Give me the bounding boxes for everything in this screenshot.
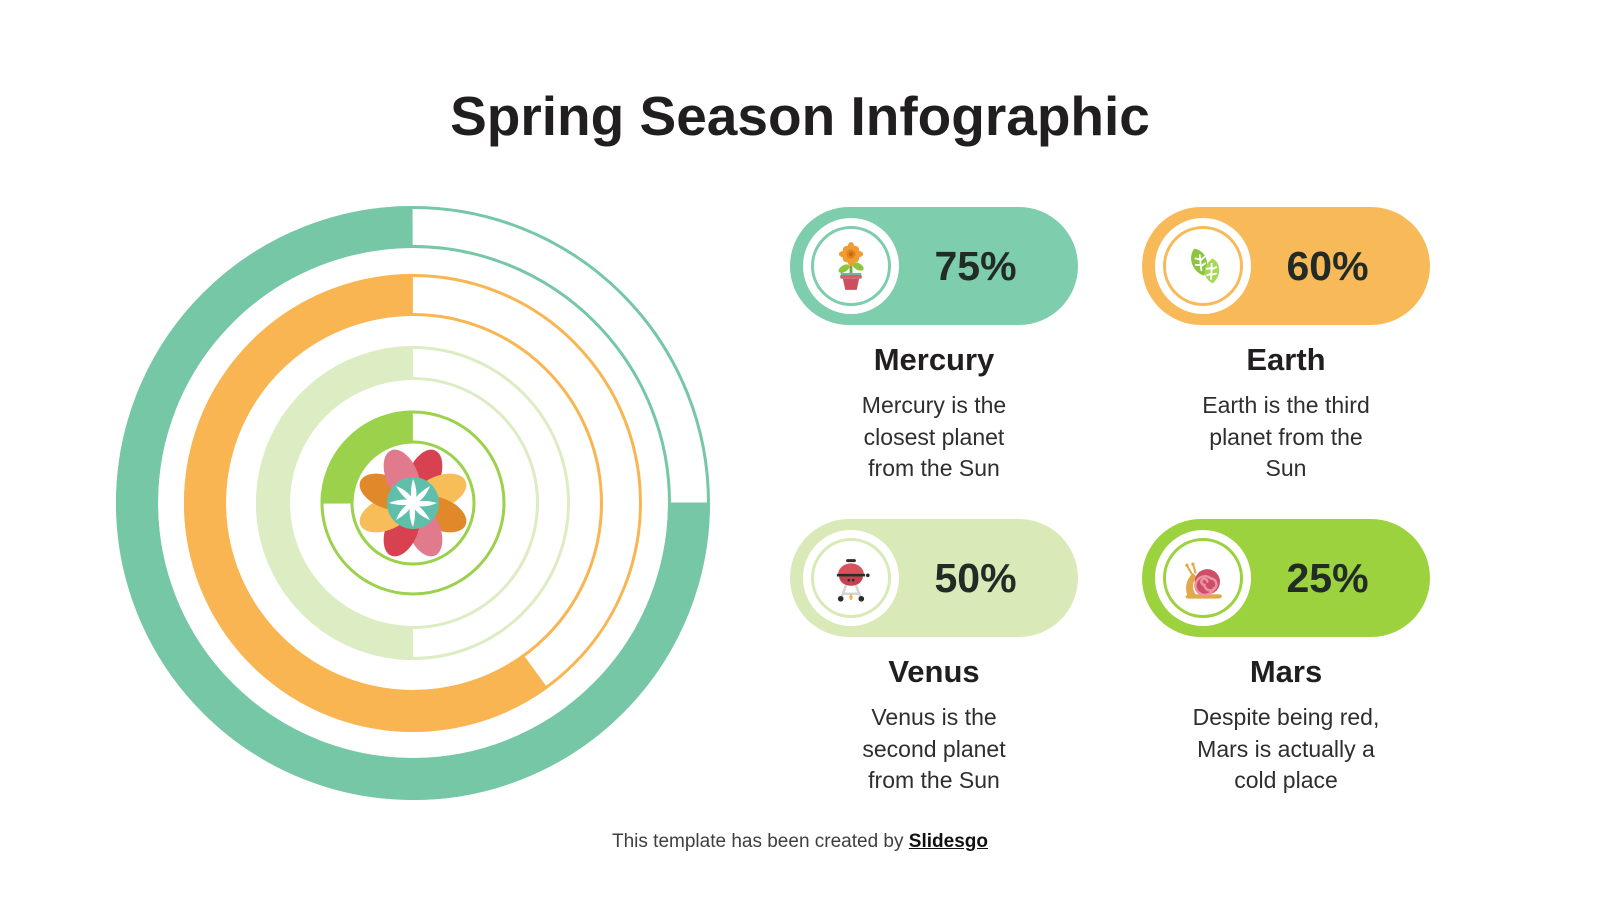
percent-value: 50% — [934, 554, 1017, 601]
stat-pill: 25% — [1142, 519, 1430, 637]
card-title: Mercury — [873, 342, 995, 377]
rings-chart — [103, 193, 723, 813]
card-title: Earth — [1246, 342, 1326, 377]
footer-credit: This template has been created by Slides… — [0, 831, 1600, 853]
icon-badge — [1155, 218, 1251, 314]
card-mars: 25% Mars Despite being red, Mars is actu… — [1142, 519, 1430, 797]
card-venus: 50% Venus Venus is the second planet fro… — [790, 519, 1078, 797]
percent-value: 60% — [1286, 242, 1369, 289]
grill-icon — [836, 559, 870, 602]
percent-value: 25% — [1286, 554, 1369, 601]
percent-value: 75% — [934, 242, 1017, 289]
page-title: Spring Season Infographic — [450, 85, 1150, 147]
card-mercury: 75% Mercury Mercury is the closest plane… — [790, 207, 1078, 485]
stat-pill: 75% — [790, 207, 1078, 325]
center-flower-icon — [359, 449, 467, 557]
icon-badge — [803, 530, 899, 626]
footer-text: This template has been created by — [612, 831, 909, 852]
snail-icon — [1185, 562, 1222, 599]
stat-pill: 60% — [1142, 207, 1430, 325]
icon-badge — [1155, 530, 1251, 626]
card-title: Mars — [1249, 654, 1323, 689]
stat-pill: 50% — [790, 519, 1078, 637]
slidesgo-link[interactable]: Slidesgo — [908, 831, 988, 852]
card-description: Venus is the second planet from the Sun — [862, 704, 1006, 794]
icon-badge — [803, 218, 899, 314]
card-description: Mercury is the closest planet from the S… — [861, 392, 1007, 482]
flower-pot-icon — [838, 241, 864, 290]
rings-chart-svg — [116, 206, 710, 800]
card-earth: 60% Earth Earth is the third planet from… — [1142, 207, 1430, 485]
card-description: Despite being red, Mars is actually a co… — [1192, 704, 1380, 794]
card-description: Earth is the third planet from the Sun — [1202, 392, 1370, 482]
leaves-icon — [1191, 248, 1220, 284]
card-title: Venus — [888, 654, 980, 689]
